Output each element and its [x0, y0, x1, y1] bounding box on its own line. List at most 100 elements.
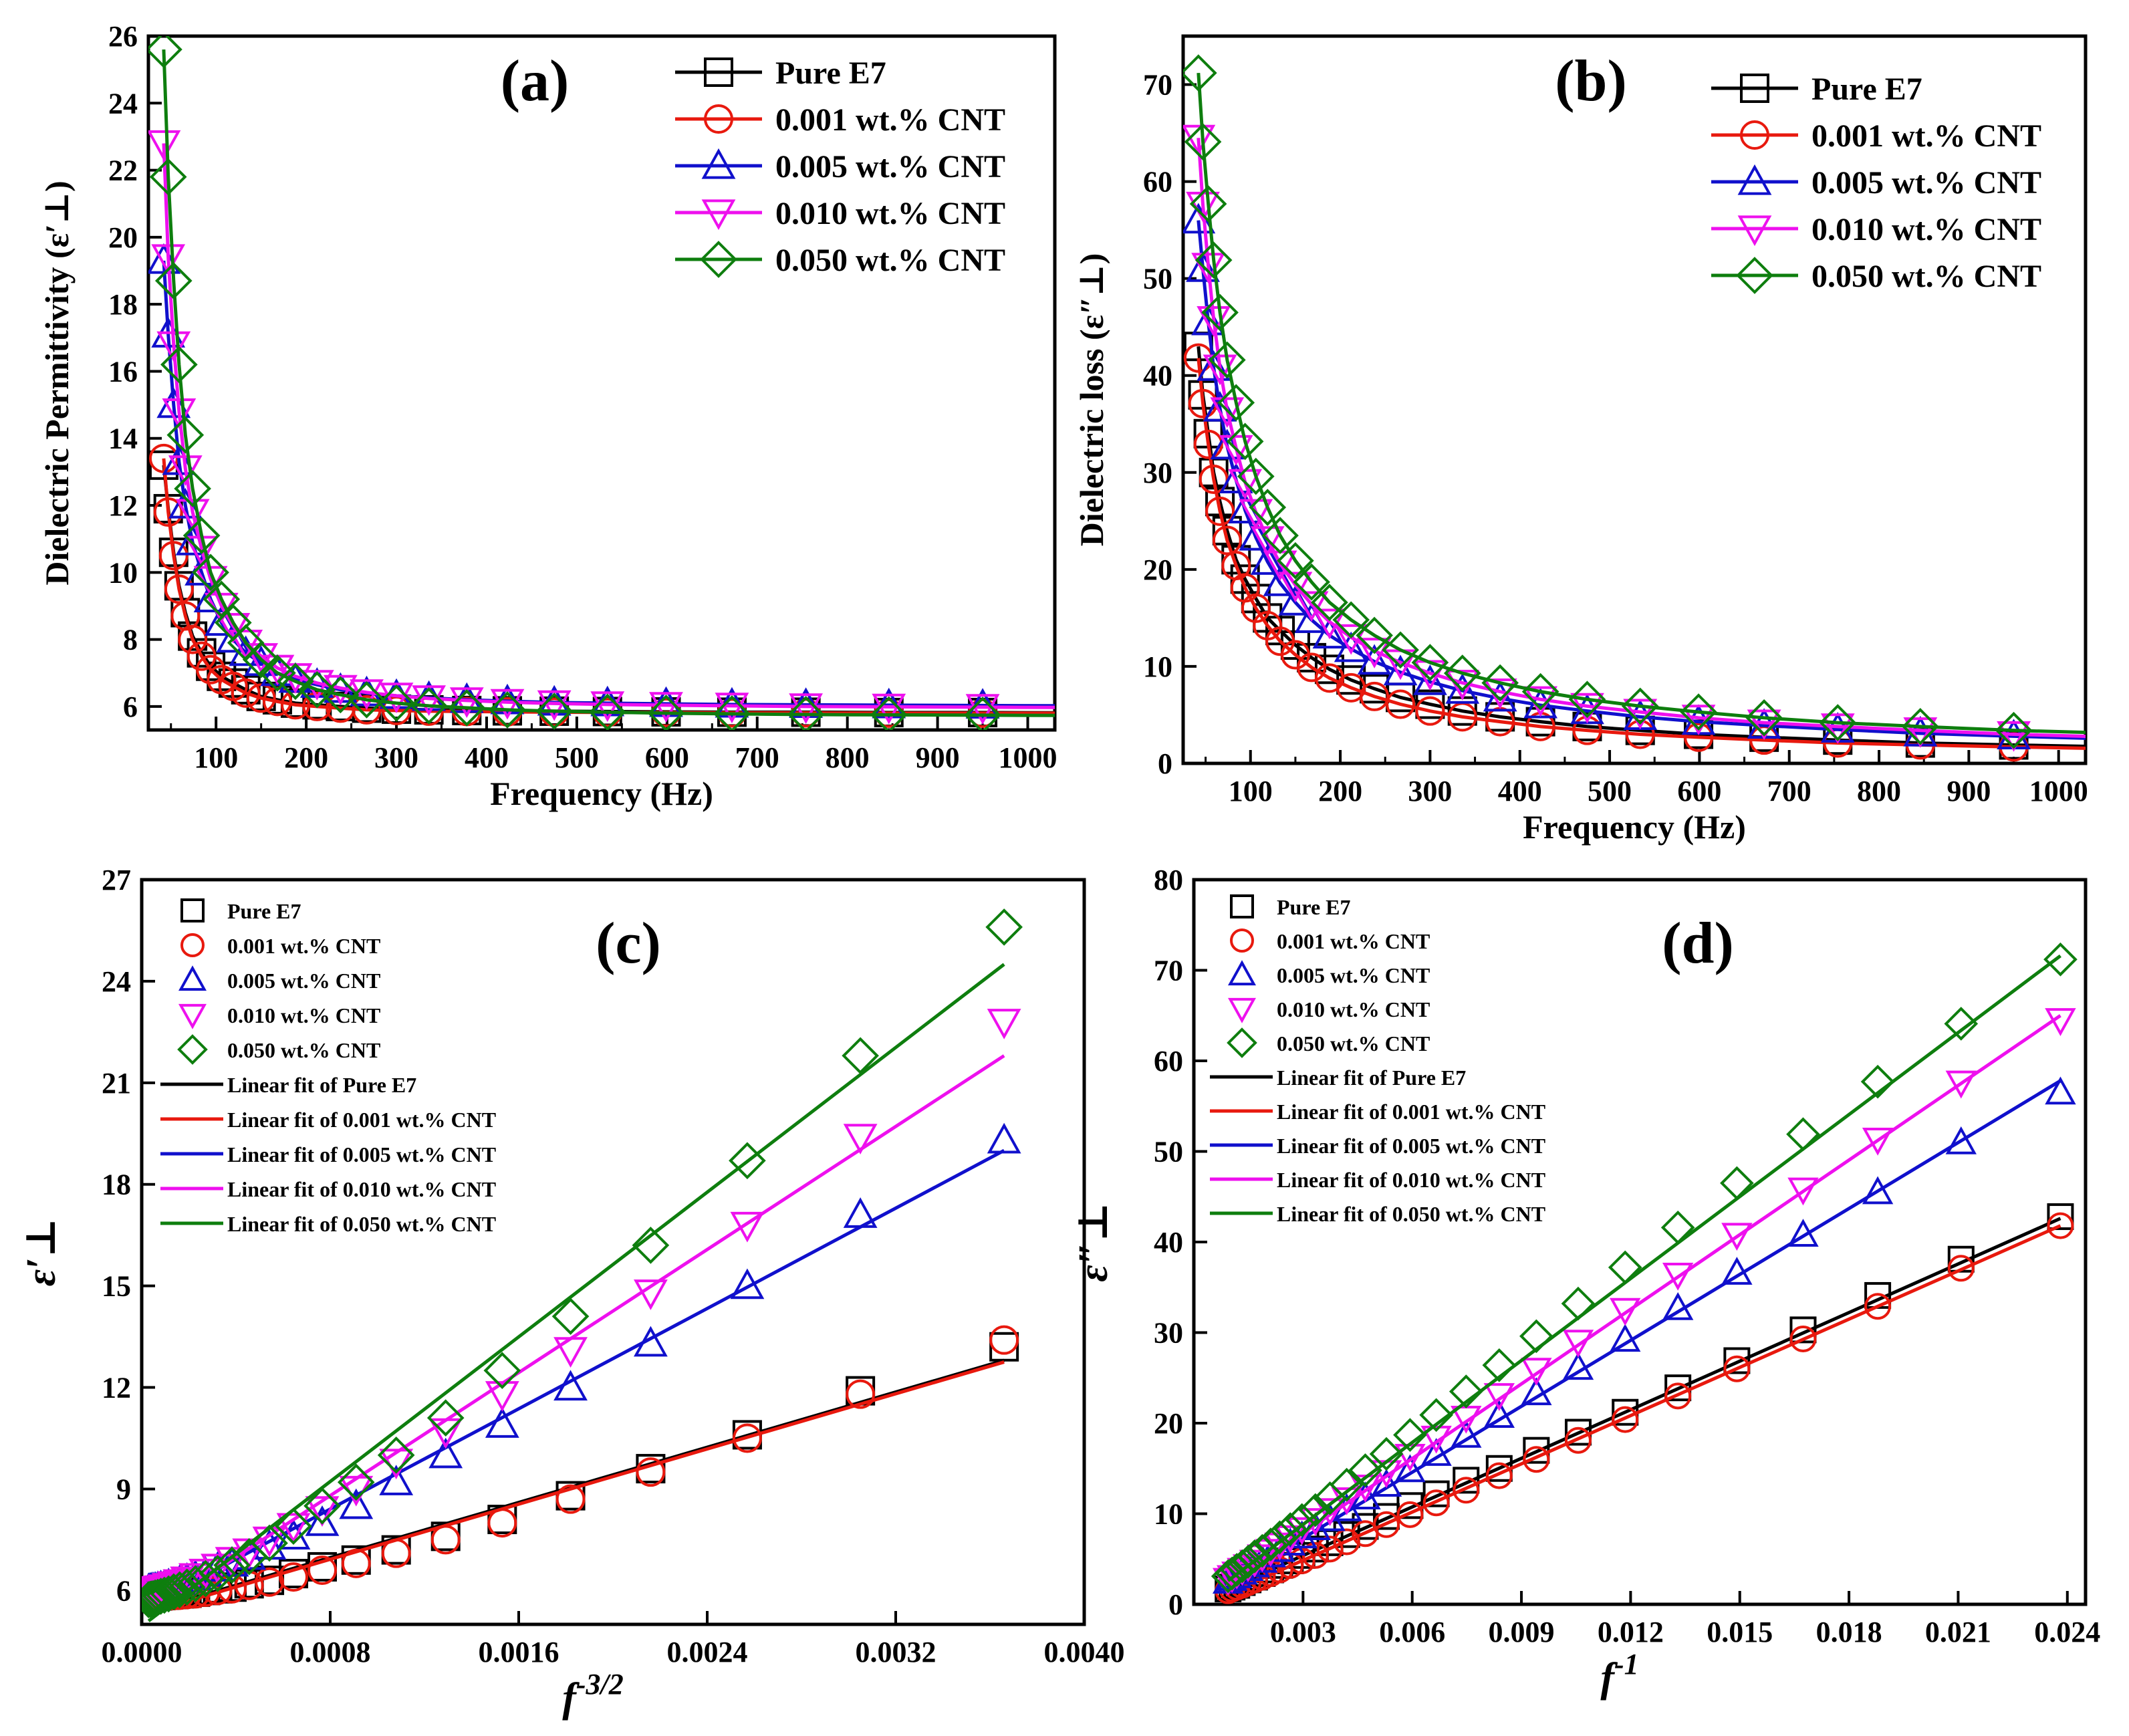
data-point	[649, 692, 683, 723]
y-tick-label: 8	[123, 624, 138, 656]
x-tick-label: 0.015	[1707, 1616, 1773, 1648]
legend-label: 0.050 wt.% CNT	[775, 243, 1005, 278]
data-point	[1862, 1176, 1894, 1205]
data-point	[1945, 1070, 1977, 1099]
data-point	[1205, 496, 1235, 526]
data-point	[1369, 1437, 1404, 1471]
data-point	[1250, 526, 1285, 557]
panel-label: (d)	[1662, 911, 1734, 976]
data-point	[1681, 705, 1716, 735]
data-point	[1610, 1297, 1641, 1326]
data-point	[1212, 525, 1242, 555]
data-point	[965, 694, 1000, 725]
data-point	[303, 1487, 341, 1525]
data-point	[428, 1418, 463, 1449]
data-point	[1191, 304, 1226, 336]
y-tick-label: 10	[1154, 1498, 1183, 1531]
data-point	[1483, 1383, 1515, 1411]
legend-label: 0.010 wt.% CNT	[1811, 212, 2041, 247]
legend-marker	[1737, 215, 1772, 247]
y-tick-label: 12	[102, 1372, 131, 1404]
x-tick-label: 0.024	[2034, 1616, 2100, 1648]
legend-fit-label: Linear fit of 0.050 wt.% CNT	[227, 1212, 496, 1236]
data-point	[732, 1423, 762, 1453]
data-point	[213, 1546, 251, 1584]
data-point	[174, 470, 211, 507]
data-point	[1263, 566, 1297, 596]
y-axis-title: Dielectric loss (ε″⊥)	[1073, 253, 1110, 546]
data-point	[149, 158, 187, 196]
x-axis-title: Frequency (Hz)	[490, 775, 713, 812]
series-c010	[148, 130, 1055, 725]
data-point	[1360, 681, 1390, 711]
data-point	[590, 691, 625, 723]
data-point	[1902, 708, 1939, 745]
legend-marker	[1227, 1027, 1257, 1058]
legend-fit-label: Linear fit of 0.001 wt.% CNT	[227, 1108, 496, 1132]
data-point	[153, 497, 183, 527]
panel-label: (a)	[501, 49, 570, 114]
data-point	[1820, 713, 1855, 744]
y-tick-label: 24	[108, 87, 138, 120]
y-tick-label: 30	[1154, 1317, 1183, 1350]
y-tick-label: 70	[1154, 955, 1183, 987]
panel-b: 100 200 300 400 500 600 700 800 900 1000 0 10 20 30 40…	[1073, 34, 2129, 846]
data-point	[1382, 631, 1419, 669]
legend-marker	[1736, 257, 1773, 294]
data-point	[1386, 689, 1416, 719]
legend-label: 0.010 wt.% CNT	[1277, 997, 1430, 1021]
y-tick-label: 0	[1168, 1588, 1183, 1621]
data-point	[1562, 1330, 1594, 1358]
data-point	[647, 695, 685, 730]
data-point	[148, 130, 181, 161]
x-axis-title-exponent: -3/2	[576, 1668, 624, 1701]
legend-fit-label: Linear fit of Pure E7	[227, 1073, 416, 1097]
legend-label: 0.001 wt.% CNT	[775, 102, 1005, 138]
x-tick-label: 900	[916, 741, 960, 774]
x-tick-label: 0.0000	[102, 1636, 182, 1668]
data-point	[148, 450, 178, 480]
x-tick-label: 1000	[999, 741, 1057, 774]
legend: Pure E7 0.001 wt.% CNT 0.005 wt.% CNT 0.010…	[1210, 894, 1545, 1226]
y-tick-label: 14	[108, 422, 138, 455]
data-point	[449, 687, 484, 718]
fit-line	[1227, 954, 2061, 1582]
data-point	[1286, 1520, 1318, 1549]
data-point	[1195, 241, 1233, 279]
data-point	[1415, 689, 1445, 719]
data-point	[1449, 1374, 1483, 1408]
legend-fit-label: Linear fit of Pure E7	[1277, 1066, 1466, 1090]
legend-marker	[704, 57, 733, 87]
data-point	[1357, 638, 1392, 668]
x-tick-label: 0.012	[1598, 1616, 1664, 1648]
data-point	[2104, 735, 2129, 762]
data-point	[1789, 1325, 1817, 1352]
data-point	[1250, 544, 1285, 575]
legend-marker	[1740, 120, 1769, 150]
data-point	[1612, 1406, 1639, 1433]
x-tick-label: 600	[1677, 775, 1721, 808]
data-point	[379, 1465, 414, 1495]
legend: Pure E7 0.001 wt.% CNT 0.005 wt.% CNT 0.010…	[1711, 72, 2041, 294]
data-point	[1519, 1319, 1553, 1354]
data-point	[483, 1352, 521, 1390]
data-point	[164, 574, 194, 604]
data-point	[1208, 341, 1246, 379]
legend-marker	[1228, 960, 1256, 986]
data-point	[160, 1571, 199, 1609]
y-tick-label: 27	[102, 864, 131, 896]
data-point	[410, 687, 448, 725]
y-axis-title: ε″⊥	[1071, 1202, 1116, 1281]
data-point	[730, 1268, 765, 1299]
x-tick-label: 1000	[2029, 775, 2088, 808]
legend-fit-label: Linear fit of 0.050 wt.% CNT	[1277, 1202, 1545, 1226]
y-tick-label: 26	[108, 20, 138, 53]
data-point	[1294, 591, 1329, 622]
data-point	[1330, 1467, 1364, 1502]
data-point	[713, 695, 751, 730]
data-point	[1348, 1453, 1382, 1487]
legend-label: 0.005 wt.% CNT	[1811, 165, 2041, 201]
x-tick-label: 800	[1857, 775, 1901, 808]
x-tick-label: 0.021	[1925, 1616, 1991, 1648]
fit-line	[147, 1054, 1005, 1616]
